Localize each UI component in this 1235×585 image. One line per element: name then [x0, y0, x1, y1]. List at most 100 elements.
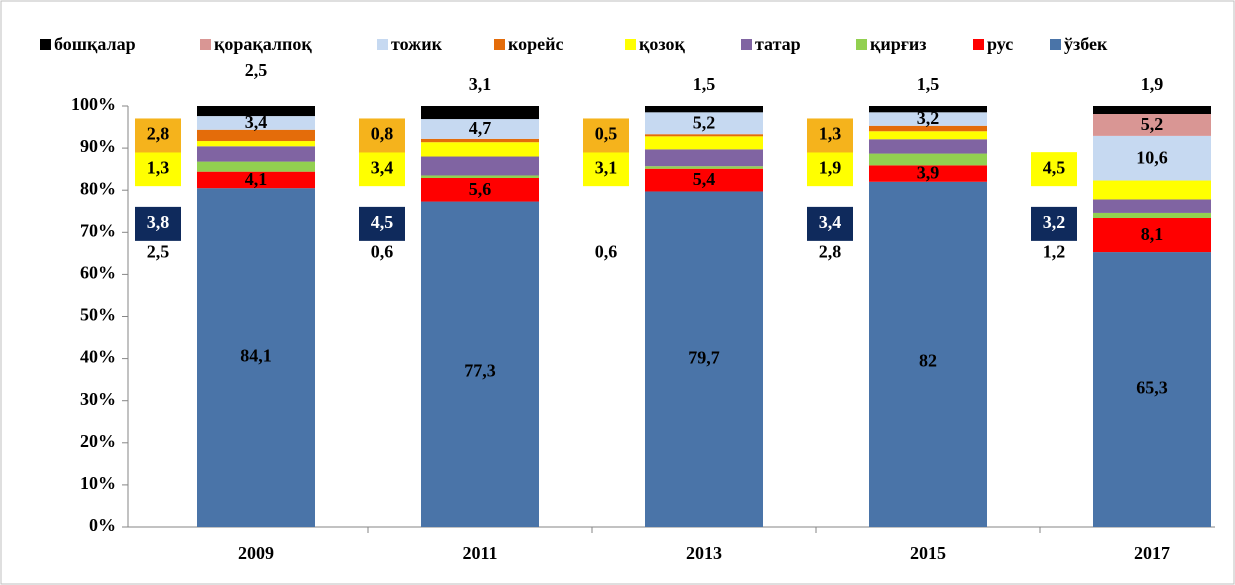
bar-segment — [645, 112, 763, 135]
data-label: 5,2 — [693, 112, 716, 132]
x-tick-label: 2009 — [238, 543, 274, 563]
legend-swatch — [1050, 39, 1061, 50]
label-box — [135, 206, 181, 241]
data-label: 3,2 — [917, 108, 940, 128]
bar-segment — [197, 161, 315, 172]
data-label: 0,8 — [371, 124, 394, 144]
data-label: 3,1 — [469, 74, 492, 94]
data-label: 10,6 — [1136, 147, 1168, 167]
data-label: 3,4 — [245, 112, 268, 132]
label-box — [807, 206, 853, 241]
bar-segment — [869, 165, 987, 182]
bar-segment — [1093, 106, 1211, 114]
bar-segment — [197, 116, 315, 130]
bar-segment — [645, 134, 763, 137]
label-box — [1031, 152, 1077, 187]
label-box — [359, 206, 405, 241]
data-label: 2,8 — [147, 124, 170, 144]
bar-segment — [421, 156, 539, 176]
legend-label: корейс — [508, 34, 564, 54]
y-tick-label: 50% — [80, 305, 116, 325]
legend-label: татар — [755, 34, 801, 54]
bar-segment — [1093, 252, 1211, 527]
data-label: 0,6 — [595, 241, 618, 261]
y-tick-label: 100% — [71, 94, 116, 114]
bar-segment — [869, 131, 987, 140]
data-label: 2,5 — [245, 60, 268, 80]
bar-segment — [645, 191, 763, 527]
data-label: 4,1 — [245, 169, 268, 189]
y-tick-label: 20% — [80, 431, 116, 451]
y-tick-label: 0% — [89, 515, 116, 535]
y-tick-label: 70% — [80, 220, 116, 240]
bar-segment — [869, 112, 987, 126]
legend-swatch — [494, 39, 505, 50]
data-label: 79,7 — [688, 347, 720, 367]
data-label: 3,1 — [595, 157, 618, 177]
legend-swatch — [377, 39, 388, 50]
bar-segment — [421, 106, 539, 120]
bar-segment — [197, 129, 315, 142]
data-label: 1,3 — [819, 124, 842, 144]
data-label: 3,2 — [1043, 212, 1066, 232]
data-label: 1,5 — [693, 74, 716, 94]
bar-segment — [421, 175, 539, 178]
bar-segment — [869, 139, 987, 154]
label-box — [359, 152, 405, 187]
label-box — [583, 118, 629, 153]
bar-segment — [421, 119, 539, 139]
legend-label: қорақалпоқ — [214, 34, 312, 54]
bar-segment — [645, 149, 763, 167]
y-tick-label: 30% — [80, 389, 116, 409]
bar-segment — [869, 125, 987, 132]
legend-label: рус — [987, 34, 1013, 54]
bar-segment — [197, 171, 315, 189]
data-label: 77,3 — [464, 360, 496, 380]
data-label: 5,2 — [1141, 114, 1164, 134]
data-label: 2,8 — [819, 241, 842, 261]
x-tick-label: 2015 — [910, 543, 946, 563]
label-box — [807, 118, 853, 153]
data-label: 4,5 — [1043, 157, 1066, 177]
legend-swatch — [625, 39, 636, 50]
label-box — [135, 152, 181, 187]
data-label: 3,4 — [371, 157, 394, 177]
y-tick-label: 10% — [80, 473, 116, 493]
legend-label: бошқалар — [54, 34, 136, 54]
data-label: 0,5 — [595, 124, 618, 144]
bar-segment — [1093, 199, 1211, 213]
bar-segment — [869, 181, 987, 527]
bar-segment — [1093, 217, 1211, 253]
legend-swatch — [200, 39, 211, 50]
data-label: 84,1 — [240, 346, 272, 366]
bar-segment — [1093, 180, 1211, 200]
legend-label: қирғиз — [870, 34, 927, 54]
bar-segment — [869, 153, 987, 166]
data-label: 4,5 — [371, 212, 394, 232]
data-label: 0,6 — [371, 241, 394, 261]
bar-segment — [645, 136, 763, 150]
data-label: 3,9 — [917, 163, 940, 183]
label-box — [359, 118, 405, 153]
data-label: 1,5 — [917, 74, 940, 94]
x-tick-label: 2017 — [1134, 543, 1170, 563]
x-tick-label: 2013 — [686, 543, 722, 563]
data-label: 1,2 — [1043, 241, 1066, 261]
y-tick-label: 60% — [80, 263, 116, 283]
data-label: 3,8 — [147, 212, 170, 232]
y-tick-label: 40% — [80, 347, 116, 367]
data-label: 1,9 — [1141, 74, 1164, 94]
bar-segment — [421, 201, 539, 527]
y-tick-label: 80% — [80, 178, 116, 198]
data-label: 82 — [919, 351, 937, 371]
data-label: 1,3 — [147, 157, 170, 177]
bar-segment — [869, 106, 987, 113]
bar-segment — [197, 188, 315, 527]
data-label: 5,6 — [469, 179, 492, 199]
legend-swatch — [973, 39, 984, 50]
data-label: 8,1 — [1141, 224, 1164, 244]
bar-segment — [645, 106, 763, 113]
data-label: 4,7 — [469, 118, 492, 138]
